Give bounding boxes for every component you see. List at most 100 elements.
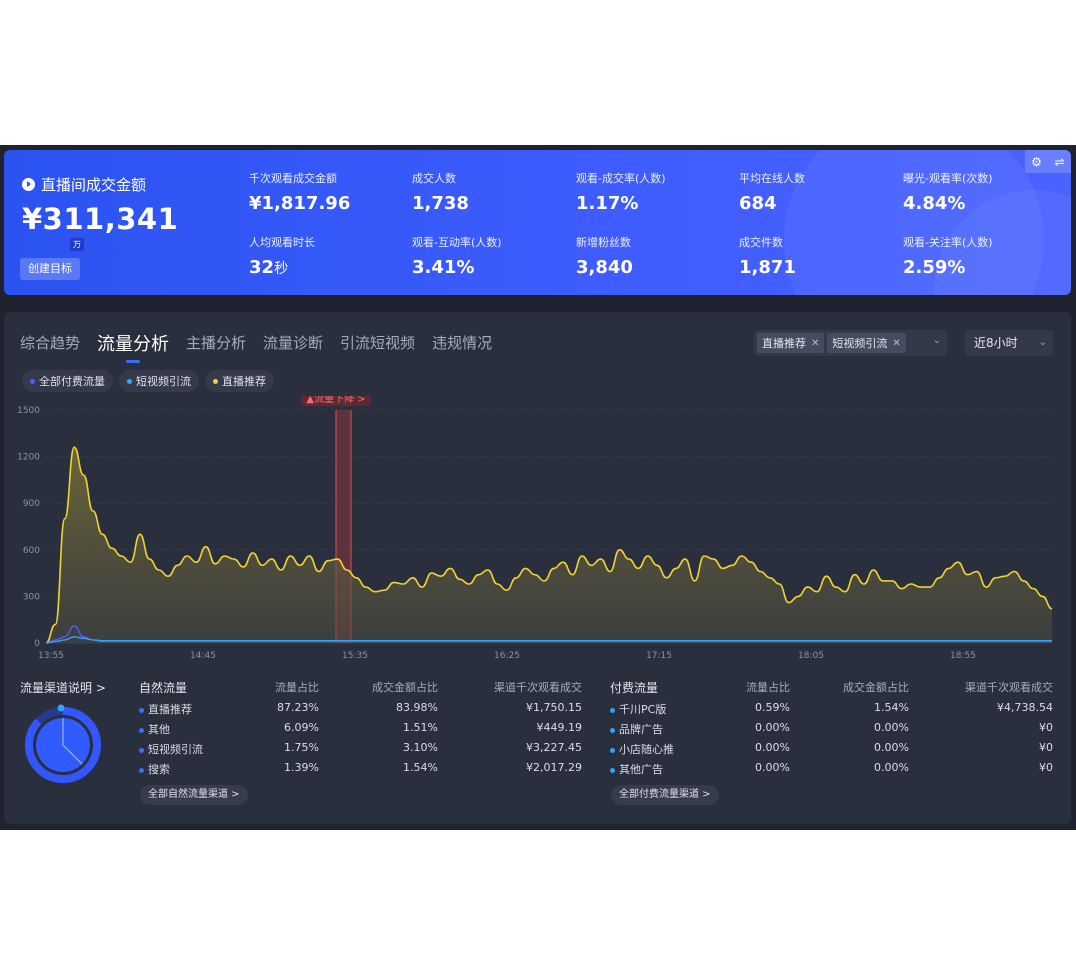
table-cell: 1.54% <box>403 761 438 774</box>
close-icon[interactable]: ✕ <box>892 337 901 349</box>
kpi-metric-label: 曝光-观看率(次数) <box>903 172 993 185</box>
table-header: 成交金额占比 <box>372 681 438 694</box>
table-cell: 0.00% <box>755 741 790 754</box>
kpi-metric-value: 1,871 <box>739 257 796 278</box>
filter-chip[interactable]: 短视频引流 ✕ <box>827 333 906 353</box>
kpi-metric-unit: 秒 <box>274 261 289 277</box>
traffic-chart: 0 300 600 900 1200 1500 13:55 14:45 15:35 16:25 17… <box>17 396 1053 661</box>
row-dot <box>610 767 615 773</box>
kpi-metric-number: 684 <box>739 193 777 214</box>
channel-filter[interactable]: 直播推荐 ✕ 短视频引流 ✕ ⌄ <box>754 330 947 356</box>
alert-label: ▲流量下降 > <box>306 396 365 405</box>
table-cell: ¥0 <box>1039 721 1053 734</box>
kpi-metric[interactable]: 观看-成交率(人数) 1.17% <box>576 170 666 214</box>
x-tick-label: 16:25 <box>494 651 520 661</box>
y-tick-label: 0 <box>34 639 40 649</box>
alert-badge <box>301 396 371 406</box>
tab-item[interactable]: 主播分析 <box>186 334 247 352</box>
main-metric-value: ¥311,341 <box>22 202 179 236</box>
kpi-metric[interactable]: 观看-关注率(人数) 2.59% <box>903 234 993 278</box>
channel-explain-link[interactable]: 流量渠道说明 > <box>20 681 106 695</box>
y-tick-label: 1200 <box>17 453 40 463</box>
legend-item[interactable]: 短视频引流 <box>119 370 199 392</box>
time-range-select[interactable]: 近8小时 ⌄ <box>965 330 1053 356</box>
kpi-metric[interactable]: 新增粉丝数 3,840 <box>576 234 633 278</box>
donut-divider <box>62 744 83 765</box>
filter-chip[interactable]: 直播推荐 ✕ <box>757 333 825 353</box>
kpi-metric-value: ¥1,817.96 <box>249 193 350 214</box>
tab-bar: 综合趋势 流量分析 主播分析 流量诊断 引流短视频 违规情况 <box>20 330 509 363</box>
table-cell: 0.00% <box>874 721 909 734</box>
table-header: 自然流量 <box>139 681 188 695</box>
table-cell: ¥0 <box>1039 761 1053 774</box>
table-cell: 1.39% <box>284 761 319 774</box>
legend-dot <box>213 378 218 384</box>
legend-label: 直播推荐 <box>222 375 266 388</box>
table-cell: ¥4,738.54 <box>997 701 1053 714</box>
chart-legend: 全部付费流量 短视频引流 直播推荐 <box>22 370 274 392</box>
kpi-metric[interactable]: 观看-互动率(人数) 3.41% <box>412 234 502 278</box>
table-cell: 0.59% <box>755 701 790 714</box>
table-cell: 品牌广告 <box>610 721 663 737</box>
table-cell: 小店随心推 <box>610 741 674 757</box>
donut-natural <box>25 707 101 783</box>
table-cell: 其他广告 <box>610 761 663 777</box>
close-icon[interactable]: ✕ <box>811 337 820 349</box>
kpi-metric-number: 1.17% <box>576 193 639 214</box>
row-dot <box>139 727 144 733</box>
kpi-metric-label: 人均观看时长 <box>249 236 315 249</box>
x-tick-label: 15:35 <box>342 651 368 661</box>
kpi-metric[interactable]: 成交件数 1,871 <box>739 234 796 278</box>
create-goal-button[interactable]: 创建目标 <box>20 258 80 280</box>
tab-item[interactable]: 违规情况 <box>432 334 493 352</box>
table-header: 渠道千次观看成交 <box>965 681 1053 694</box>
donut-dot <box>57 704 65 712</box>
all-natural-channels-button[interactable]: 全部自然流量渠道 > <box>140 785 248 805</box>
table-cell: ¥0 <box>1039 741 1053 754</box>
x-tick-label: 14:45 <box>190 651 216 661</box>
kpi-metric[interactable]: 曝光-观看率(次数) 4.84% <box>903 170 993 214</box>
table-cell: 0.00% <box>755 721 790 734</box>
kpi-metric-value: 2.59% <box>903 257 993 278</box>
kpi-metric-number: 3.41% <box>412 257 475 278</box>
table-cell: ¥2,017.29 <box>526 761 582 774</box>
kpi-metric[interactable]: 人均观看时长 32秒 <box>249 234 315 278</box>
tab-item[interactable]: 流量分析 <box>97 330 169 363</box>
table-cell: 搜索 <box>139 761 170 777</box>
series-line <box>45 625 1052 644</box>
x-tick-label: 13:55 <box>38 651 64 661</box>
kpi-metric-number: 3,840 <box>576 257 633 278</box>
table-header: 流量占比 <box>275 681 319 694</box>
kpi-card: 直播间成交金额 ¥311,341 万 创建目标 千次观看成交金额 ¥1,817.9… <box>4 150 1071 295</box>
legend-dot <box>127 378 132 384</box>
kpi-metric-value: 4.84% <box>903 193 993 214</box>
kpi-metric-number: 1,871 <box>739 257 796 278</box>
kpi-metric-number: 32 <box>249 257 275 278</box>
gear-icon[interactable]: ⚙ <box>1025 150 1048 173</box>
series-area <box>46 447 1052 643</box>
tab-item[interactable]: 流量诊断 <box>263 334 324 352</box>
legend-label: 全部付费流量 <box>39 375 105 388</box>
legend-label: 短视频引流 <box>136 375 191 388</box>
tab-item[interactable]: 综合趋势 <box>20 334 81 352</box>
kpi-metric-label: 观看-互动率(人数) <box>412 236 502 249</box>
swap-icon[interactable]: ⇌ <box>1048 150 1071 173</box>
y-tick-label: 600 <box>23 546 40 556</box>
table-cell: 83.98% <box>396 701 438 714</box>
kpi-metric[interactable]: 平均在线人数 684 <box>739 170 805 214</box>
main-metric-title[interactable]: 直播间成交金额 <box>22 174 146 195</box>
table-cell: ¥1,750.15 <box>526 701 582 714</box>
row-dot <box>610 727 615 733</box>
kpi-metric-label: 成交件数 <box>739 236 783 249</box>
x-tick-label: 18:05 <box>798 651 824 661</box>
table-cell: ¥449.19 <box>536 721 583 734</box>
series-line <box>45 446 1053 644</box>
legend-item[interactable]: 全部付费流量 <box>22 370 113 392</box>
chevron-down-icon: ⌄ <box>1038 337 1047 348</box>
kpi-metric-label: 新增粉丝数 <box>576 236 631 249</box>
kpi-metric[interactable]: 成交人数 1,738 <box>412 170 469 214</box>
kpi-metric[interactable]: 千次观看成交金额 ¥1,817.96 <box>249 170 350 214</box>
legend-item[interactable]: 直播推荐 <box>205 370 274 392</box>
all-paid-channels-button[interactable]: 全部付费流量渠道 > <box>611 785 719 805</box>
tab-item[interactable]: 引流短视频 <box>340 334 416 352</box>
